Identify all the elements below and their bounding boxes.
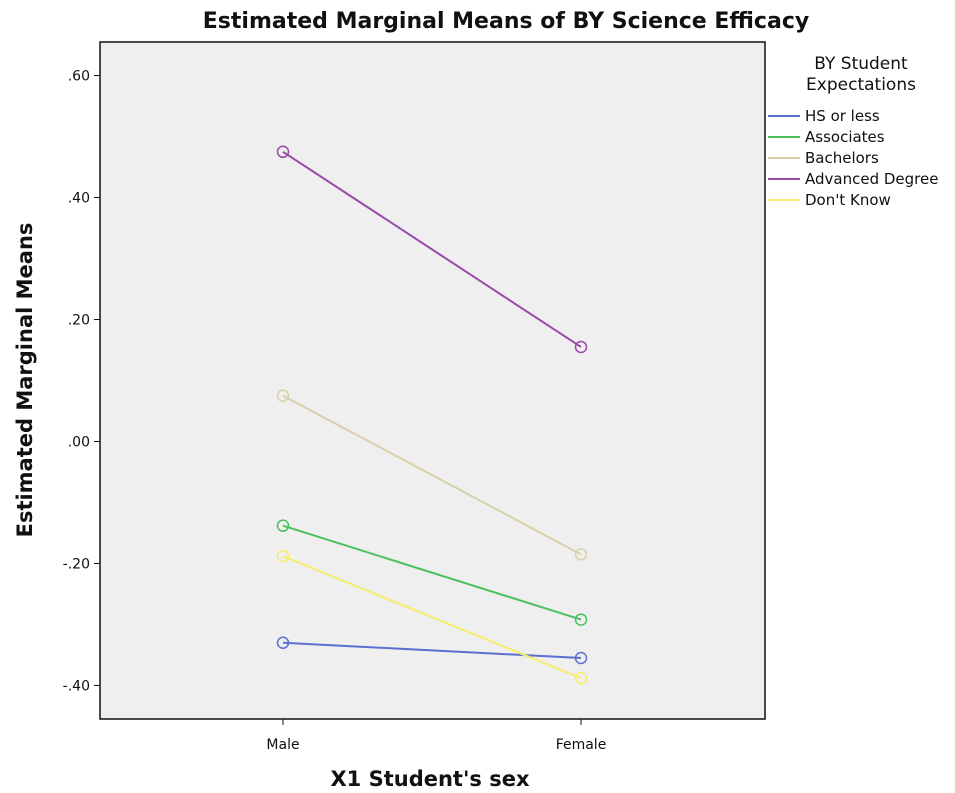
legend-items: HS or less Associates Bachelors Advanced De… [768, 107, 938, 209]
y-tick-label: -.20 [63, 556, 90, 572]
y-tick-label: .60 [68, 69, 90, 85]
x-axis-title: X1 Student's sex [330, 767, 529, 791]
series-line [282, 150, 582, 348]
x-tick-label: Female [556, 737, 607, 753]
legend-title-line-1: BY Student [814, 54, 908, 74]
y-tick-label: .40 [68, 191, 90, 207]
series-layer [276, 145, 588, 685]
chart-title: Estimated Marginal Means of BY Science E… [203, 9, 809, 34]
legend-label: Bachelors [805, 149, 879, 167]
x-tick-label: Male [266, 737, 299, 753]
data-point-marker [276, 145, 290, 159]
legend-label: Associates [805, 128, 885, 146]
data-point-marker [574, 671, 588, 685]
y-tick-label: -.40 [63, 678, 90, 694]
data-point-marker [276, 519, 290, 532]
data-point-marker [276, 549, 290, 563]
plot-area [99, 41, 766, 720]
legend-title-line-2: Expectations [806, 75, 916, 95]
series-line [282, 524, 582, 621]
y-axis: .60 .40 .20 .00 -.20 -.40 [63, 69, 100, 694]
series-line [282, 641, 582, 660]
series-line [282, 394, 582, 556]
y-tick-label: .00 [68, 434, 90, 450]
data-point-marker [574, 613, 588, 626]
legend-label: HS or less [805, 107, 880, 125]
y-tick-label: .20 [68, 313, 90, 329]
legend: BY Student Expectations HS or less Associ… [768, 54, 938, 209]
data-point-marker [276, 636, 290, 650]
data-point-marker [574, 651, 588, 665]
data-point-marker [276, 389, 290, 402]
data-point-marker [574, 548, 588, 561]
y-axis-title: Estimated Marginal Means [13, 223, 37, 538]
legend-label: Don't Know [805, 191, 891, 209]
x-axis: Male Female [266, 719, 606, 753]
series-line [282, 555, 582, 680]
legend-label: Advanced Degree [805, 170, 938, 188]
data-point-marker [574, 340, 588, 354]
